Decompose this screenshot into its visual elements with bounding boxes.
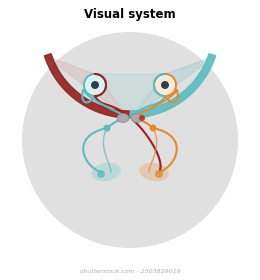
Text: Visual system: Visual system [84, 8, 176, 21]
Circle shape [161, 81, 169, 89]
Circle shape [84, 74, 106, 96]
Circle shape [139, 115, 145, 121]
Circle shape [150, 125, 157, 132]
Circle shape [22, 32, 238, 248]
Ellipse shape [91, 163, 121, 181]
Circle shape [103, 125, 110, 132]
Circle shape [155, 170, 163, 178]
Polygon shape [95, 74, 165, 118]
Circle shape [154, 74, 176, 96]
Polygon shape [44, 54, 130, 118]
Polygon shape [132, 56, 216, 118]
Text: shutterstock.com · 2503829019: shutterstock.com · 2503829019 [80, 269, 180, 274]
Polygon shape [130, 54, 216, 118]
Ellipse shape [139, 163, 169, 181]
Circle shape [97, 170, 105, 178]
Ellipse shape [117, 113, 129, 123]
Ellipse shape [131, 113, 143, 123]
Circle shape [86, 76, 104, 94]
Circle shape [91, 81, 99, 89]
Circle shape [156, 76, 174, 94]
Polygon shape [44, 56, 128, 118]
